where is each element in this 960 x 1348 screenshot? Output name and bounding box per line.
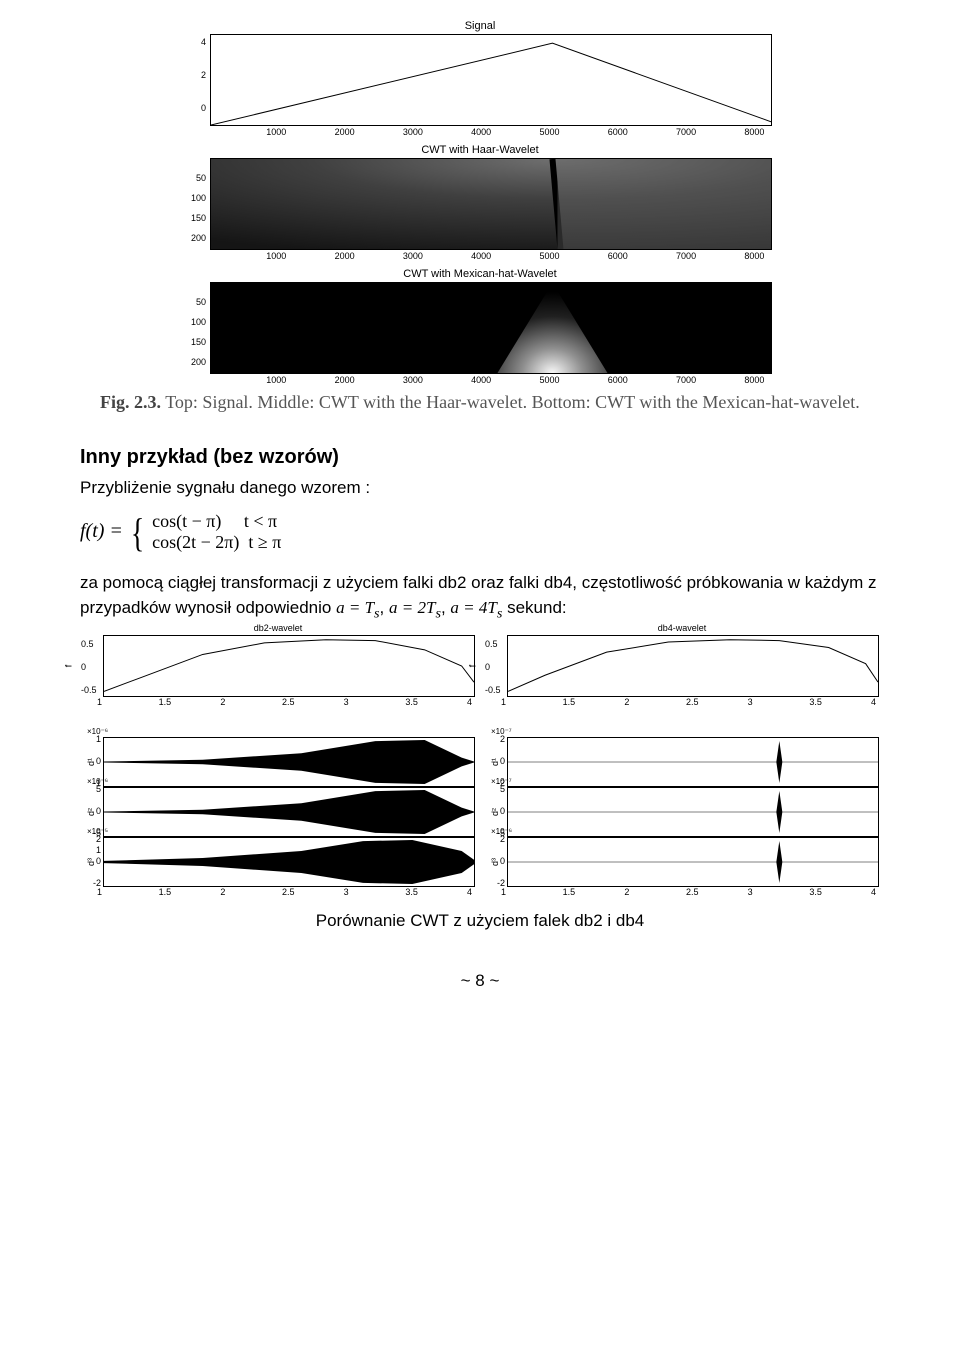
comparison-caption: Porównanie CWT z użyciem falek db2 i db4 [80,911,880,931]
detail-panel: d²×10⁻⁶-505 [83,787,473,837]
haar-title: CWT with Haar-Wavelet [170,144,790,156]
figure-caption: Fig. 2.3. Top: Signal. Middle: CWT with … [100,389,860,416]
mexhat-plot [210,282,772,374]
eq-row-1: cos(t − π) t < π [152,511,281,532]
formula-1: a = Ts [336,598,379,617]
figure-2-3: Signal 10002000300040005000600070008000 … [80,20,880,374]
eq-row-2: cos(2t − 2π) t ≥ π [152,532,281,553]
signal-title: Signal [170,20,790,32]
db4-title: db4-wavelet [487,623,877,633]
db4-panel: db4-wavelet f 11.522.533.54 -0.500.5 [487,635,877,697]
mexhat-title: CWT with Mexican-hat-Wavelet [170,268,790,280]
caption-text: Top: Signal. Middle: CWT with the Haar-w… [165,392,860,412]
para-part2: sekund: [507,598,567,617]
section-heading: Inny przykład (bez wzorów) [80,446,880,469]
page-number: ~ 8 ~ [80,971,880,991]
detail-panel: d³×10⁻⁶-202 [487,837,877,887]
db4-ylabel: f [467,664,477,667]
caption-label: Fig. 2.3. [100,392,161,412]
signal-plot [210,34,772,126]
detail-panel: d³×10⁻⁵-2012 [83,837,473,887]
db2-ylabel: f [63,664,73,667]
equation: f(t) = { cos(t − π) t < π cos(2t − 2π) t… [80,509,880,556]
db2-title: db2-wavelet [83,623,473,633]
detail-row: d¹×10⁻⁶-101d²×10⁻⁶-505d³×10⁻⁵-201211.522… [80,737,880,901]
eq-lhs: f(t) = [80,520,128,542]
db2-details: d¹×10⁻⁶-101d²×10⁻⁶-505d³×10⁻⁵-201211.522… [83,737,473,901]
formula-3: a = 4Ts [450,598,502,617]
subheading: Przybliżenie sygnału danego wzorem : [80,475,880,501]
detail-panel: d¹×10⁻⁷-202 [487,737,877,787]
db4-details: d¹×10⁻⁷-202d²×10⁻⁷-505d³×10⁻⁶-20211.522.… [487,737,877,901]
db2-panel: db2-wavelet f 11.522.533.54 -0.500.5 [83,635,473,697]
detail-panel: d²×10⁻⁷-505 [487,787,877,837]
formula-2: a = 2Ts [389,598,441,617]
wavelet-row: db2-wavelet f 11.522.533.54 -0.500.5 db4… [80,635,880,697]
detail-panel: d¹×10⁻⁶-101 [83,737,473,787]
paragraph: za pomocą ciągłej transformacji z użycie… [80,570,880,625]
haar-plot [210,158,772,250]
